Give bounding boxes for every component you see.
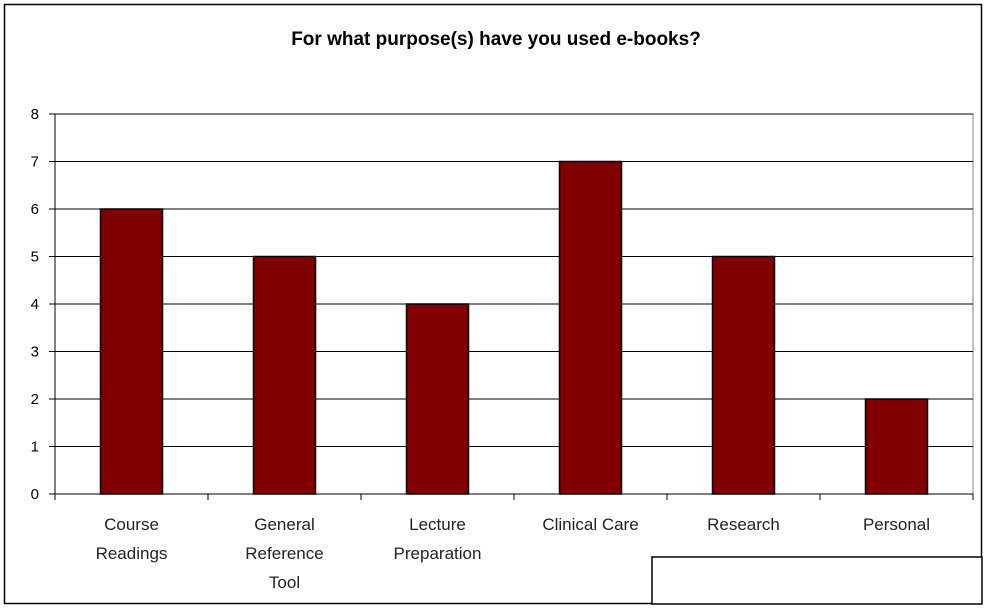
bars: [99, 160, 929, 495]
x-tick-label-2-1: Preparation: [394, 544, 482, 563]
y-tick-labels: 0 1 2 3 4 5 6 7 8: [31, 106, 39, 503]
bar-1: [252, 255, 317, 495]
chart-title: For what purpose(s) have you used e-book…: [291, 29, 701, 50]
overlay-box: [651, 556, 983, 605]
y-tick-label-1: 1: [31, 439, 39, 456]
x-tick-label-4-0: Research: [707, 515, 780, 534]
y-tick-label-2: 2: [31, 391, 39, 408]
y-tick-label-6: 6: [31, 201, 39, 218]
bar-3: [558, 160, 623, 495]
x-tick-label-3-0: Clinical Care: [542, 515, 638, 534]
x-tick-label-0-1: Readings: [96, 544, 168, 563]
bar-4: [711, 255, 776, 495]
y-tick-label-0: 0: [31, 486, 39, 503]
x-tick-label-1-2: Tool: [269, 573, 300, 592]
bar-5: [864, 398, 929, 495]
y-tick-label-8: 8: [31, 106, 39, 123]
x-tick-label-0-0: Course: [104, 515, 159, 534]
x-tick-label-1-0: General: [254, 515, 314, 534]
y-tick-label-7: 7: [31, 154, 39, 171]
x-tick-label-5-0: Personal: [863, 515, 930, 534]
bar-0: [99, 208, 164, 495]
x-tick-labels: Course Readings General Reference Tool Lectur…: [54, 494, 974, 592]
y-tick-label-3: 3: [31, 344, 39, 361]
gridlines: [49, 113, 973, 495]
x-tick-label-1-1: Reference: [245, 544, 323, 563]
x-tick-label-2-0: Lecture: [409, 515, 466, 534]
y-tick-label-4: 4: [31, 296, 39, 313]
y-tick-label-5: 5: [31, 249, 39, 266]
bar-2: [405, 303, 470, 495]
